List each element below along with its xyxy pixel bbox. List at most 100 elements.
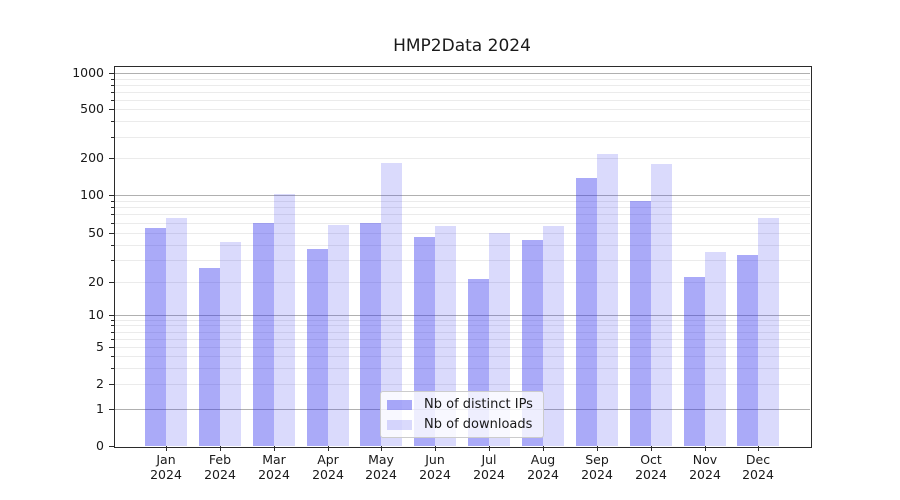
x-tick-label-mar-2024: Mar 2024 [242,452,306,482]
y-tick-label-10: 10 [88,307,104,322]
x-tick-apr-2024 [328,446,329,451]
x-tick-aug-2024 [543,446,544,451]
bar-oct-2024-downloads [651,164,672,446]
bar-dec-2024-downloads [758,218,779,446]
bar-aug-2024-downloads [543,226,564,446]
bar-nov-2024-distinct-ips [684,277,705,446]
legend-row-downloads: Nb of downloads [387,416,543,433]
y-tick-label-2: 2 [96,376,104,391]
y-tick-minor-3 [111,368,114,369]
x-tick-jun-2024 [435,446,436,451]
x-tick-label-nov-2024: Nov 2024 [673,452,737,482]
y-tick-minor-60 [111,223,114,224]
y-tick-label-20: 20 [88,274,104,289]
bar-mar-2024-downloads [274,194,295,446]
grid-line-minor-500 [114,109,810,110]
grid-line-minor-5 [114,347,810,348]
x-tick-label-line: 2024 [742,467,774,482]
bar-jan-2024-distinct-ips [145,228,166,446]
x-tick-label-line: 2024 [365,467,397,482]
bar-sep-2024-downloads [597,154,618,446]
bar-may-2024-downloads [381,163,402,446]
y-tick-minor-80 [111,207,114,208]
bar-oct-2024-distinct-ips [630,201,651,446]
x-tick-label-line: 2024 [150,467,182,482]
bar-apr-2024-distinct-ips [307,249,328,446]
legend-swatch-distinct-ips [387,399,412,410]
x-tick-nov-2024 [705,446,706,451]
x-tick-may-2024 [381,446,382,451]
x-tick-label-line: Jun [425,452,445,467]
grid-line-minor-60 [114,223,810,224]
y-tick-2 [109,384,114,385]
y-tick-1 [109,409,114,410]
x-tick-jul-2024 [489,446,490,451]
y-tick-minor-4 [111,356,114,357]
x-tick-label-apr-2024: Apr 2024 [296,452,360,482]
x-tick-label-feb-2024: Feb 2024 [188,452,252,482]
x-tick-label-oct-2024: Oct 2024 [619,452,683,482]
legend-label-downloads: Nb of downloads [424,417,533,432]
grid-line-minor-8 [114,325,810,326]
grid-line-minor-600 [114,100,810,101]
x-tick-label-line: 2024 [204,467,236,482]
grid-line-minor-4 [114,356,810,357]
x-tick-label-line: 2024 [473,467,505,482]
grid-line-major-1000 [114,73,810,74]
y-tick-minor-6 [111,339,114,340]
y-tick-5 [109,347,114,348]
x-tick-label-line: 2024 [258,467,290,482]
x-tick-label-line: 2024 [419,467,451,482]
x-tick-sep-2024 [597,446,598,451]
y-tick-minor-70 [111,214,114,215]
y-tick-label-200: 200 [80,150,104,165]
x-tick-label-line: Apr [317,452,339,467]
x-tick-label-may-2024: May 2024 [349,452,413,482]
bar-jan-2024-downloads [166,218,187,446]
x-tick-mar-2024 [274,446,275,451]
y-tick-1000 [109,73,114,74]
bar-nov-2024-downloads [705,252,726,446]
x-tick-label-line: Oct [640,452,662,467]
grid-line-minor-2 [114,384,810,385]
x-tick-label-line: 2024 [312,467,344,482]
grid-line-major-100 [114,195,810,196]
x-tick-label-jun-2024: Jun 2024 [403,452,467,482]
x-tick-label-dec-2024: Dec 2024 [726,452,790,482]
y-tick-minor-8 [111,325,114,326]
bar-sep-2024-distinct-ips [576,178,597,446]
y-tick-minor-9 [111,320,114,321]
x-tick-label-line: 2024 [581,467,613,482]
y-tick-minor-7 [111,332,114,333]
y-tick-minor-400 [111,121,114,122]
grid-line-minor-70 [114,214,810,215]
grid-line-major-10 [114,315,810,316]
legend-row-distinct-ips: Nb of distinct IPs [387,396,543,413]
y-tick-minor-900 [111,79,114,80]
grid-line-minor-40 [114,245,810,246]
grid-line-minor-30 [114,260,810,261]
grid-line-minor-90 [114,201,810,202]
grid-line-minor-7 [114,332,810,333]
y-tick-label-100: 100 [80,187,104,202]
y-tick-label-1000: 1000 [72,65,104,80]
x-tick-label-line: Dec [745,452,771,467]
grid-line-minor-700 [114,92,810,93]
y-tick-20 [109,282,114,283]
grid-line-minor-80 [114,207,810,208]
grid-line-minor-6 [114,339,810,340]
x-tick-label-sep-2024: Sep 2024 [565,452,629,482]
grid-line-minor-800 [114,85,810,86]
x-tick-jan-2024 [166,446,167,451]
x-tick-label-line: Jul [481,452,497,467]
y-tick-10 [109,315,114,316]
bar-feb-2024-distinct-ips [199,268,220,446]
grid-line-minor-50 [114,233,810,234]
x-tick-label-jul-2024: Jul 2024 [457,452,521,482]
y-tick-500 [109,109,114,110]
y-tick-label-1: 1 [96,401,104,416]
y-tick-label-500: 500 [80,101,104,116]
x-tick-label-line: Sep [585,452,609,467]
grid-line-minor-900 [114,79,810,80]
y-tick-minor-600 [111,100,114,101]
